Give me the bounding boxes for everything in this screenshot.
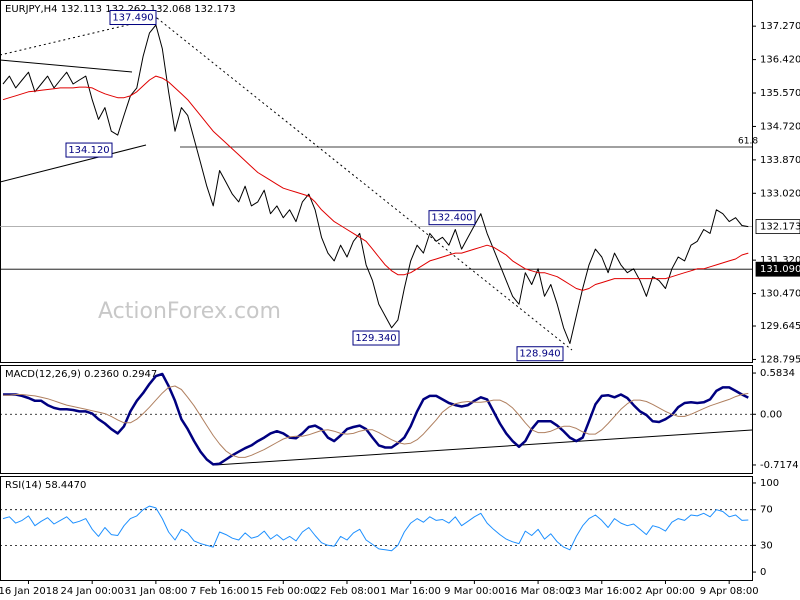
x-tick-label: 22 Feb 08:00	[314, 586, 380, 597]
level-box	[755, 219, 800, 235]
x-tick-label: 9 Mar 00:00	[444, 586, 504, 597]
level-label: 131.090	[760, 264, 800, 275]
callout-box	[109, 10, 157, 26]
callout-label: 134.120	[68, 145, 109, 156]
callout-box	[428, 210, 476, 226]
x-tick-label: 16 Mar 08:00	[505, 586, 572, 597]
callout-box	[352, 330, 400, 346]
callout-label: 132.400	[431, 213, 472, 224]
level-label: 132.173	[760, 222, 800, 233]
y-tick-label: 129.645	[760, 321, 800, 332]
callout-label: 137.490	[112, 13, 153, 24]
x-tick-label: 31 Jan 08:00	[124, 586, 187, 597]
y-tick-label: 0.00	[760, 409, 782, 420]
x-tick-label: 1 Mar 16:00	[380, 586, 440, 597]
y-tick-label: 30	[760, 540, 773, 551]
trendline	[0, 17, 158, 56]
callout-box	[65, 142, 113, 158]
series-line	[3, 372, 749, 466]
x-tick-label: 23 Mar 16:00	[568, 586, 635, 597]
series-line	[2, 75, 749, 291]
x-tick-label: 7 Feb 16:00	[190, 586, 249, 597]
y-tick-label: 0	[760, 567, 766, 578]
callout-label: 129.340	[355, 333, 396, 344]
y-tick-label: 136.420	[760, 55, 800, 66]
fib-label: 61.8	[738, 137, 758, 147]
x-tick-label: 2 Apr 00:00	[636, 586, 695, 597]
y-tick-label: 131.320	[760, 255, 800, 266]
x-tick-label: 9 Apr 08:00	[700, 586, 759, 597]
y-tick-label: 137.270	[760, 21, 800, 32]
x-tick-label: 24 Jan 00:00	[61, 586, 124, 597]
y-tick-label: 133.870	[760, 155, 800, 166]
x-tick-label: 16 Jan 2018	[0, 586, 58, 597]
y-tick-label: -0.7174	[760, 460, 799, 471]
macd-panel	[0, 365, 753, 474]
watermark: ActionForex.com	[98, 299, 281, 324]
y-tick-label: 70	[760, 505, 773, 516]
y-tick-label: 133.020	[760, 188, 800, 199]
y-tick-label: 134.720	[760, 121, 800, 132]
level-box	[755, 261, 800, 277]
y-tick-label: 135.570	[760, 88, 800, 99]
series-line	[2, 505, 749, 552]
macd-title: MACD(12,26,9) 0.2360 0.2947	[5, 369, 157, 380]
y-tick-label: 130.470	[760, 289, 800, 300]
y-tick-label: 100	[760, 478, 779, 489]
x-tick-label: 15 Feb 00:00	[250, 586, 316, 597]
y-tick-label: 128.795	[760, 354, 800, 365]
series-line	[3, 385, 749, 458]
trendline	[0, 144, 147, 183]
rsi-panel	[0, 476, 753, 581]
macd-trendline	[214, 429, 753, 466]
price-title: EURJPY,H4 132.113 132.262 132.068 132.17…	[5, 4, 236, 15]
y-tick-label: 0.5834	[760, 368, 795, 379]
callout-label: 128.940	[519, 349, 560, 360]
callout-box	[516, 346, 564, 362]
trendline	[0, 59, 133, 73]
series-line	[2, 24, 749, 344]
trendline	[156, 17, 573, 351]
rsi-title: RSI(14) 58.4470	[5, 480, 86, 491]
